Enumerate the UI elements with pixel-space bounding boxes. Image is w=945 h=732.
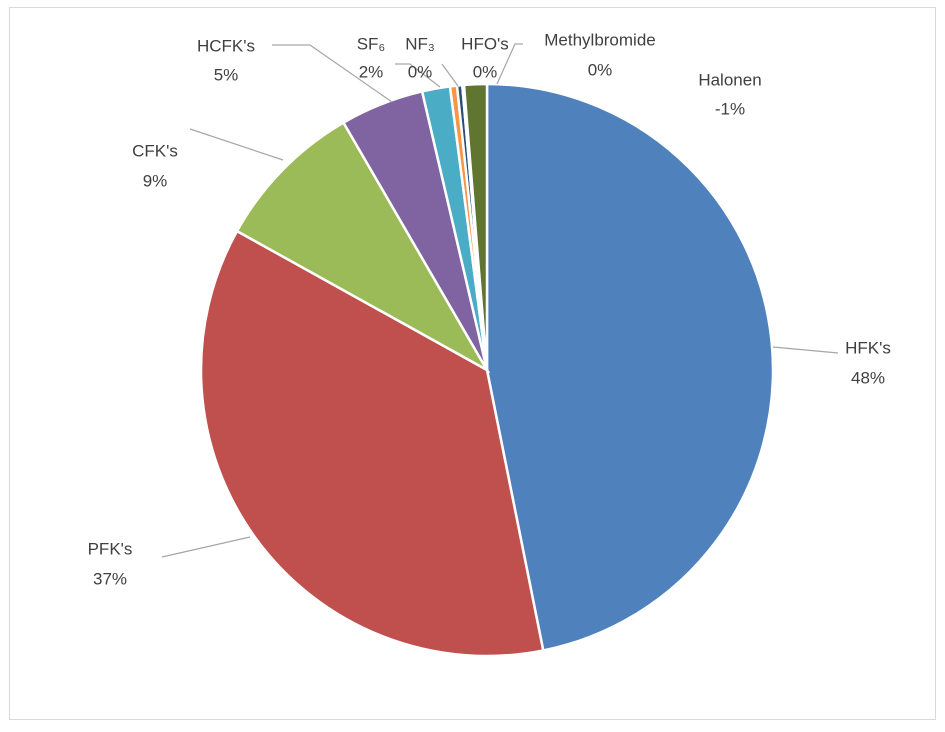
leader-line — [161, 536, 251, 558]
leader-line — [272, 44, 393, 103]
leader-line — [772, 346, 839, 354]
slice-value-label: 2% — [359, 62, 384, 81]
slice-label: Methylbromide — [544, 30, 656, 49]
slice-label: HCFK's — [197, 36, 255, 55]
slice-label: Halonen — [698, 70, 761, 89]
leader-line — [441, 63, 459, 87]
pie-slice — [462, 82, 489, 371]
pie-slice — [235, 120, 491, 374]
slice-label: HFO's — [461, 34, 509, 53]
pie-slice — [485, 82, 775, 652]
slice-value-label: 37% — [93, 569, 127, 588]
slice-value-label: 0% — [408, 62, 433, 81]
leader-line — [189, 128, 284, 161]
slice-label: NF₃ — [405, 34, 435, 53]
slice-label: SF₆ — [357, 34, 386, 53]
pie — [199, 82, 775, 658]
leader-line — [395, 63, 441, 88]
pie-slice — [199, 229, 545, 658]
slice-value-label: 0% — [588, 60, 613, 79]
slice-label: PFK's — [88, 539, 133, 558]
slice-value-label: 9% — [143, 171, 168, 190]
slice-value-label: 0% — [473, 62, 498, 81]
slice-value-label: 48% — [851, 368, 885, 387]
slice-value-label: 5% — [214, 65, 239, 84]
leader-line — [496, 43, 523, 85]
data-labels: HFK's 48% PFK's 37% CFK's 9% HCFK's 5% SF₆ 2% NF₃ 0… — [88, 30, 891, 588]
slice-label: HFK's — [845, 338, 891, 357]
slice-value-label: -1% — [715, 99, 745, 118]
slice-label: CFK's — [132, 141, 178, 160]
